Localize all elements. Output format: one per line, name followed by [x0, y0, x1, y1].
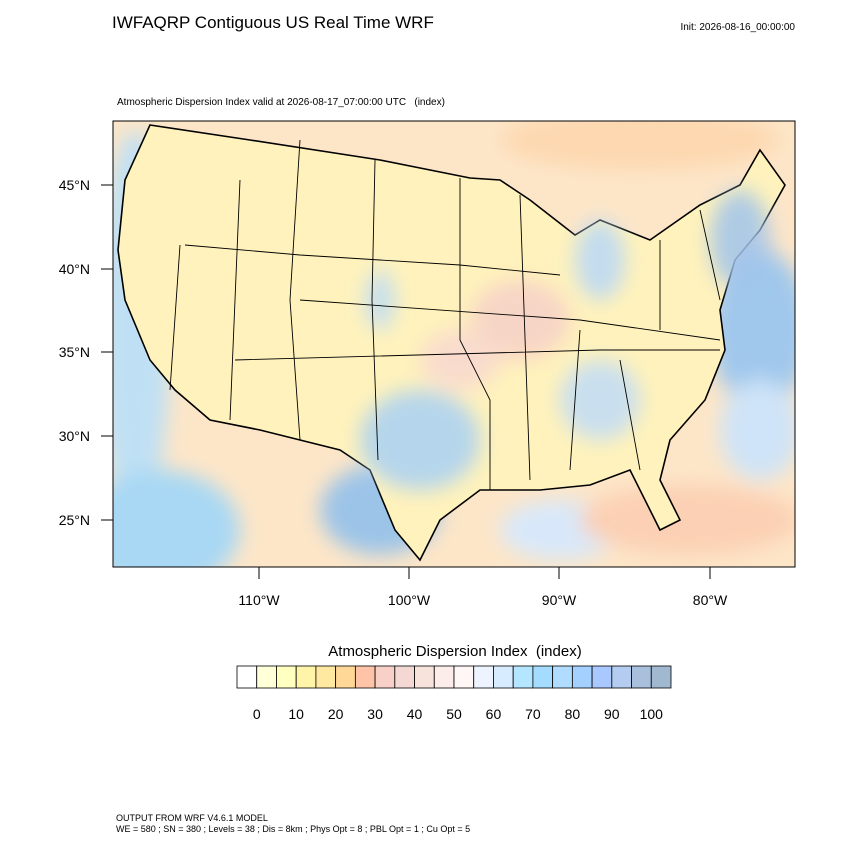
colorbar-box — [374, 665, 396, 689]
colorbar-box — [236, 665, 258, 689]
title: IWFAQRP Contiguous US Real Time WRF — [112, 13, 434, 32]
colorbar-label: 0 — [253, 706, 261, 722]
land-shading — [360, 190, 770, 490]
map-frame — [112, 120, 796, 568]
colorbar-label: 30 — [367, 706, 383, 722]
lon-label: 100°W — [388, 592, 431, 608]
lon-label: 90°W — [542, 592, 577, 608]
footer-line: WE = 580 ; SN = 380 ; Levels = 38 ; Dis … — [116, 824, 470, 834]
map-field — [113, 121, 795, 567]
state-borders — [169, 139, 721, 490]
colorbar-box — [512, 665, 534, 689]
shading — [113, 121, 795, 567]
colorbar-label: 50 — [446, 706, 462, 722]
lat-label: 25°N — [59, 512, 90, 528]
colorbar-box — [453, 665, 475, 689]
colorbar-box — [473, 665, 494, 689]
colorbar-box — [354, 665, 376, 689]
colorbar-box — [611, 665, 632, 689]
colorbar-box — [433, 665, 455, 689]
colorbar-title: Atmospheric Dispersion Index (index) — [328, 643, 581, 660]
colorbar-box — [276, 665, 297, 689]
footer-line: OUTPUT FROM WRF V4.6.1 MODEL — [116, 813, 268, 823]
colorbar-box — [414, 665, 435, 689]
colorbar-box — [631, 665, 652, 689]
colorbar-label: 20 — [328, 706, 344, 722]
colorbar-label: 80 — [565, 706, 581, 722]
lat-label: 40°N — [59, 261, 90, 277]
colorbar-box — [591, 665, 613, 689]
colorbar-box — [571, 665, 593, 689]
colorbar-box — [532, 665, 554, 689]
colorbar-box — [256, 665, 277, 689]
colorbar-label: 90 — [604, 706, 620, 722]
colorbar-box — [552, 665, 573, 689]
lat-label: 35°N — [59, 344, 90, 360]
colorbar-box — [315, 665, 337, 689]
init-time: Init: 2026-08-16_00:00:00 — [680, 22, 795, 33]
colorbar-box — [650, 665, 672, 689]
colorbar-box — [493, 665, 514, 689]
colorbar-label: 100 — [640, 706, 664, 722]
map-subtitle: Atmospheric Dispersion Index valid at 20… — [117, 97, 445, 108]
colorbar-box — [335, 665, 356, 689]
lat-label: 45°N — [59, 177, 90, 193]
colorbar-label: 60 — [486, 706, 502, 722]
colorbar-box — [295, 665, 317, 689]
colorbar-label: 40 — [407, 706, 423, 722]
lon-label: 110°W — [238, 592, 280, 608]
colorbar-label: 10 — [288, 706, 304, 722]
lat-label: 30°N — [59, 428, 90, 444]
colorbar-label: 70 — [525, 706, 541, 722]
lon-label: 80°W — [693, 592, 728, 608]
colorbar-box — [394, 665, 415, 689]
